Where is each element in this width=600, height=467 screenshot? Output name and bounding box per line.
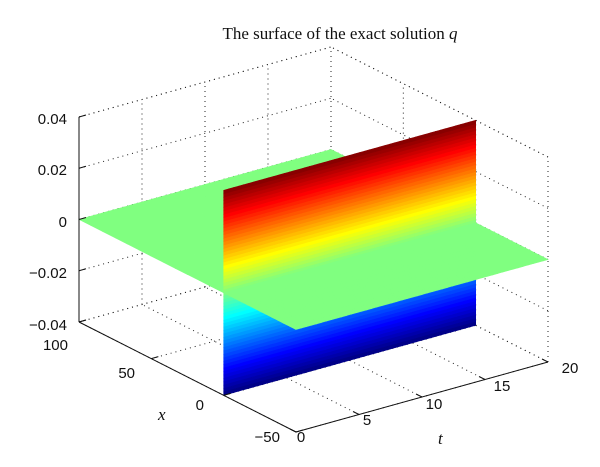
chart-title: The surface of the exact solution q — [222, 24, 458, 43]
grid-line — [141, 304, 360, 415]
z-tick-label: −0.02 — [29, 265, 67, 282]
grid-line — [204, 286, 423, 398]
z-tick-mark — [78, 165, 87, 169]
surface-cell — [470, 321, 477, 328]
z-tick-label: 0.04 — [38, 111, 67, 128]
x-tick-label: 50 — [118, 365, 135, 382]
t-tick-mark — [415, 393, 423, 398]
t-tick-label: 15 — [494, 378, 511, 395]
t-tick-mark — [352, 411, 360, 415]
z-tick-label: −0.04 — [29, 317, 67, 334]
surface-cell — [469, 222, 483, 228]
z-tick-mark — [78, 114, 87, 118]
grid-line — [78, 97, 332, 169]
t-tick-mark — [478, 376, 486, 380]
axes-frame — [78, 114, 549, 433]
grid-line — [78, 251, 332, 323]
surface-cell — [325, 149, 344, 158]
t-tick-mark — [289, 428, 297, 433]
x-axis-line — [78, 321, 297, 433]
x-tick-label: 0 — [196, 397, 204, 414]
title-variable: q — [449, 24, 458, 43]
grid-line — [330, 251, 549, 363]
surface-cell — [470, 119, 477, 126]
t-axis-label: t — [438, 429, 444, 448]
x-tick-mark — [78, 319, 87, 323]
box-edge — [78, 46, 332, 118]
z-tick-label: 0.02 — [38, 162, 67, 179]
t-tick-label: 20 — [562, 360, 579, 377]
x-tick-mark — [223, 392, 231, 396]
t-tick-label: 5 — [363, 412, 371, 429]
box-edge — [330, 46, 549, 158]
t-tick-label: 10 — [426, 396, 443, 413]
z-tick-mark — [78, 268, 87, 272]
z-tick-mark — [78, 217, 87, 220]
x-tick-mark — [295, 429, 304, 433]
grid-line — [267, 269, 486, 380]
x-tick-label: −50 — [255, 429, 280, 446]
grid-line — [330, 200, 549, 312]
t-tick-label: 0 — [297, 429, 305, 446]
x-tick-label: 100 — [43, 337, 68, 354]
t-tick-mark — [541, 358, 549, 363]
x-tick-mark — [151, 356, 159, 360]
x-axis-label: x — [157, 405, 166, 424]
z-tick-label: 0 — [59, 214, 67, 231]
grid-line — [330, 97, 549, 209]
surface-plot — [78, 119, 549, 396]
